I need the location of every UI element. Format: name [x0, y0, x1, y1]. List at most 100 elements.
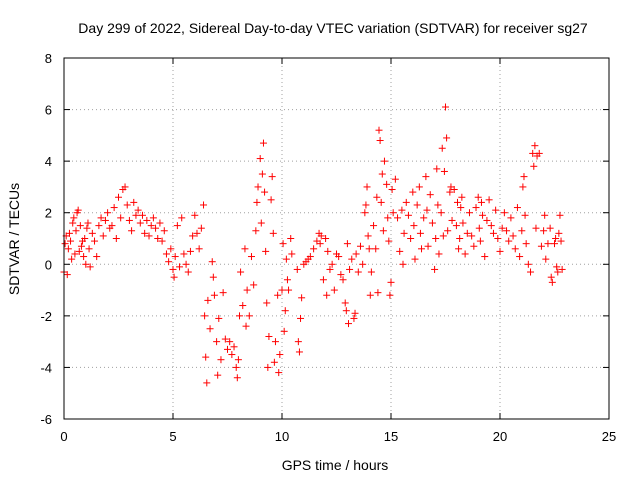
data-point	[365, 245, 373, 253]
data-point	[287, 235, 295, 242]
data-point	[438, 144, 446, 152]
data-point	[162, 250, 170, 258]
data-point	[535, 149, 543, 157]
data-point	[316, 240, 324, 248]
data-point	[210, 291, 218, 299]
data-point	[529, 149, 537, 157]
data-point	[158, 237, 166, 245]
data-point	[377, 198, 385, 206]
data-point	[117, 214, 125, 222]
data-point	[422, 173, 430, 181]
data-point	[224, 345, 231, 353]
chart-title: Day 299 of 2022, Sidereal Day-to-day VTE…	[78, 20, 588, 36]
data-point	[69, 219, 77, 227]
data-point	[167, 245, 175, 253]
data-point	[376, 137, 384, 145]
data-point	[468, 232, 476, 240]
data-point	[420, 214, 428, 222]
y-tick-label: -6	[40, 412, 52, 427]
data-point	[366, 291, 374, 299]
data-point	[285, 286, 293, 294]
data-point	[282, 255, 290, 263]
data-point	[226, 338, 234, 346]
data-point	[446, 188, 454, 196]
data-point	[136, 219, 144, 227]
data-point	[75, 247, 83, 255]
data-point	[551, 240, 558, 248]
data-point	[298, 294, 306, 302]
data-point	[521, 211, 529, 219]
data-point	[239, 302, 247, 310]
data-point	[283, 276, 291, 284]
data-point	[337, 271, 345, 279]
data-point	[295, 348, 303, 356]
data-point	[344, 320, 352, 328]
data-point	[130, 198, 138, 206]
data-point	[180, 250, 188, 258]
data-point	[324, 247, 332, 255]
data-point	[477, 198, 485, 206]
data-point	[201, 312, 209, 320]
data-point	[323, 291, 331, 299]
data-point	[77, 242, 85, 250]
data-point	[274, 291, 282, 299]
data-point	[542, 255, 550, 263]
data-point	[498, 224, 506, 232]
data-point	[200, 201, 208, 209]
data-point	[489, 229, 497, 237]
data-point	[541, 211, 549, 219]
data-point	[72, 227, 80, 235]
x-tick-label: 10	[275, 429, 289, 444]
data-point	[138, 211, 146, 219]
data-point	[182, 260, 190, 268]
data-point	[68, 255, 76, 263]
data-point	[294, 338, 302, 346]
data-point	[442, 103, 449, 111]
data-point	[437, 209, 445, 217]
data-point	[171, 253, 179, 261]
data-point	[476, 237, 484, 245]
data-point	[448, 216, 456, 224]
data-point	[67, 237, 75, 245]
data-point	[354, 268, 362, 276]
data-point	[319, 276, 327, 284]
data-point	[540, 227, 548, 235]
data-point	[503, 227, 511, 235]
data-point	[492, 206, 500, 214]
data-point	[189, 232, 197, 240]
data-point	[461, 250, 469, 258]
data-point	[359, 260, 367, 268]
y-tick-label: 4	[45, 154, 52, 169]
y-tick-label: 0	[45, 257, 52, 272]
data-point	[76, 222, 84, 230]
data-point	[356, 242, 364, 250]
data-point	[219, 289, 227, 297]
data-point	[213, 338, 221, 346]
data-point	[193, 229, 201, 237]
data-point	[270, 358, 278, 366]
data-point	[428, 219, 436, 227]
data-point	[554, 268, 562, 276]
data-point	[233, 374, 241, 382]
data-point	[276, 351, 284, 359]
data-point	[195, 245, 203, 253]
data-point	[458, 193, 466, 201]
data-point	[112, 235, 120, 242]
data-point	[121, 183, 129, 191]
y-tick-label: 8	[45, 51, 52, 66]
data-point	[374, 289, 382, 297]
data-point	[176, 263, 184, 271]
data-point	[108, 222, 116, 230]
data-point	[363, 183, 371, 191]
data-point	[160, 227, 168, 235]
data-point	[487, 222, 495, 230]
data-point	[259, 139, 267, 147]
data-point	[553, 263, 561, 271]
data-point	[432, 235, 440, 242]
data-point	[243, 286, 251, 294]
data-point	[346, 265, 354, 273]
data-point	[524, 260, 532, 268]
data-point	[173, 222, 181, 230]
data-point	[99, 232, 107, 240]
